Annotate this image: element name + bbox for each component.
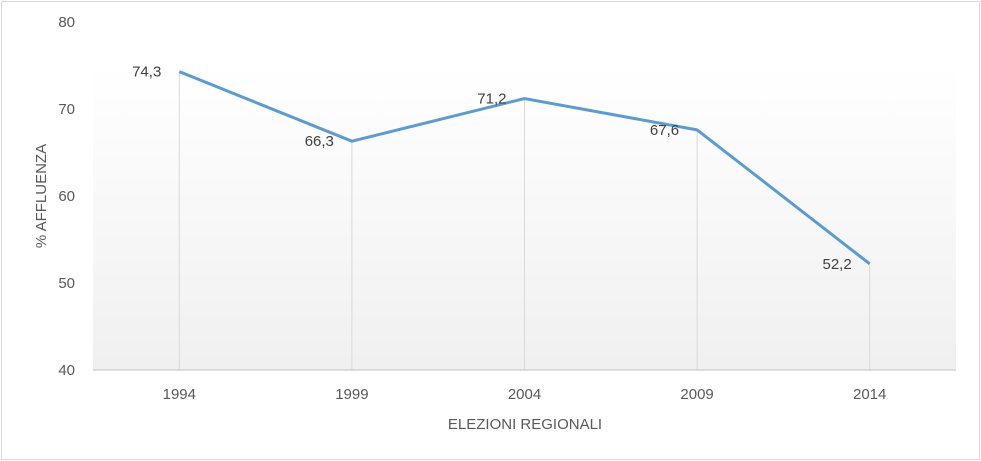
x-tick-label: 1994	[163, 386, 196, 403]
data-label: 74,3	[132, 64, 161, 81]
y-tick-label: 80	[58, 14, 75, 31]
x-tick-label: 2009	[680, 386, 713, 403]
y-axis-title: % AFFLUENZA	[33, 144, 50, 248]
y-tick-label: 40	[58, 362, 75, 379]
data-label: 66,3	[305, 133, 334, 150]
x-tick-label: 1999	[335, 386, 368, 403]
data-label: 71,2	[477, 91, 506, 108]
data-label: 52,2	[822, 256, 851, 273]
x-axis-title: ELEZIONI REGIONALI	[448, 416, 602, 433]
y-tick-label: 50	[58, 275, 75, 292]
x-tick-label: 2014	[853, 386, 886, 403]
series-line	[178, 70, 871, 266]
y-tick-label: 60	[58, 188, 75, 205]
data-label: 67,6	[650, 122, 679, 139]
y-tick-label: 70	[58, 101, 75, 118]
x-tick-label: 2004	[508, 386, 541, 403]
